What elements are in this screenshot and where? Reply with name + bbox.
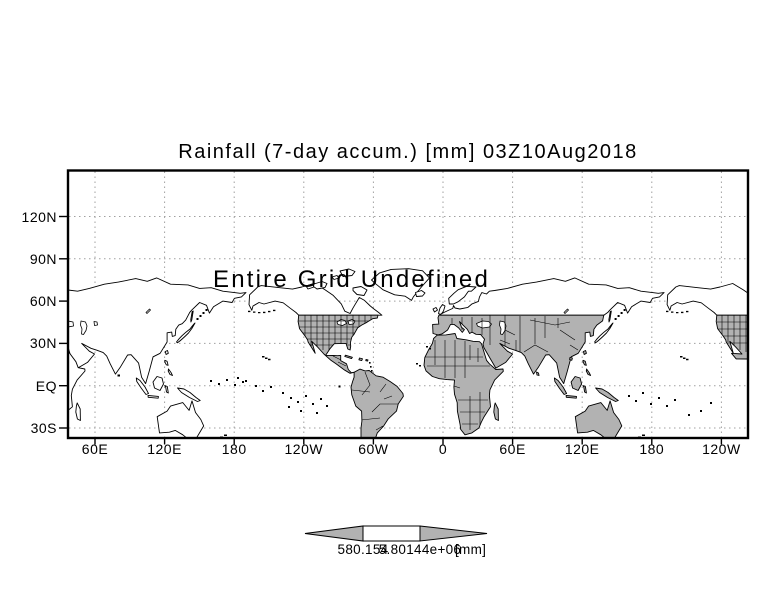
continent-eurasia-upper	[438, 277, 665, 316]
continent-north-america-upper	[248, 283, 383, 316]
island-sumatra-left	[135, 377, 149, 395]
continent-north-america-upper-right	[666, 283, 747, 316]
island-taiwan-left	[164, 350, 169, 355]
lake-caspian-left	[80, 320, 88, 335]
island-madagascar-left	[75, 402, 81, 421]
region-south-america-gray	[350, 368, 404, 437]
lon-label-8: 120E	[564, 441, 600, 457]
island-java	[565, 395, 577, 399]
lon-label-9: 180	[639, 441, 665, 457]
island-iceland	[415, 290, 426, 297]
colorbar-left-arrow	[304, 525, 364, 542]
colorbar-units-label: [mm]	[455, 542, 487, 557]
island-borneo	[570, 376, 583, 391]
continent-asia-left	[69, 277, 247, 385]
sea-black-left-partial	[69, 320, 74, 328]
lon-label-10: 120W	[702, 441, 741, 457]
lon-label-6: 0	[438, 441, 448, 457]
lon-label-4: 120W	[284, 441, 324, 457]
ocean-island-specks	[117, 309, 712, 437]
lon-label-1: 60E	[81, 441, 109, 457]
lat-label-30s: 30S	[30, 420, 57, 436]
island-hainan	[569, 357, 573, 361]
island-java-left	[147, 395, 159, 399]
lake-aral-left	[93, 321, 98, 326]
islands-philippines-left	[164, 359, 173, 376]
lon-label-7: 60E	[499, 441, 526, 457]
island-madagascar	[493, 402, 499, 421]
island-borneo-left	[152, 376, 164, 391]
lake-baikal-left	[145, 308, 151, 314]
island-japan	[594, 322, 614, 344]
lon-label-3: 180	[221, 441, 247, 457]
lake-baikal	[563, 308, 569, 314]
coastline-land	[69, 268, 747, 437]
island-sulawesi-left	[164, 385, 169, 394]
lat-label-60n: 60N	[29, 293, 57, 310]
lat-label-90n: 90N	[29, 250, 57, 267]
lon-label-5: 60W	[358, 441, 389, 457]
island-sakhalin	[608, 310, 612, 323]
sea-black	[476, 320, 492, 329]
islands-philippines	[582, 359, 592, 376]
continent-australia-gray	[574, 400, 623, 437]
island-hispaniola	[358, 357, 363, 362]
lat-label-120n: 120N	[21, 208, 57, 225]
colorbar	[304, 525, 488, 542]
island-japan-left	[176, 322, 196, 344]
map-frame	[66, 169, 750, 440]
peninsula-scandinavia	[448, 285, 477, 305]
lat-label-eq: EQ	[35, 377, 57, 394]
islands-canadian-arctic	[305, 268, 368, 296]
undefined-grid-message: Entire Grid Undefined	[213, 266, 490, 293]
island-sumatra	[553, 377, 568, 395]
lon-label-2: 120E	[147, 441, 182, 457]
colorbar-swatch	[362, 525, 421, 542]
island-taiwan	[582, 350, 587, 355]
island-sulawesi	[582, 385, 587, 394]
island-puerto-rico	[365, 359, 369, 362]
island-sri-lanka	[536, 371, 540, 376]
colorbar-right-arrow	[419, 525, 488, 542]
continent-africa-left-partial	[69, 351, 86, 411]
colorbar-min-label: 580.154	[337, 542, 389, 557]
island-new-guinea	[595, 387, 619, 402]
island-sakhalin-left	[190, 310, 194, 323]
plot-title: Rainfall (7-day accum.) [mm] 03Z10Aug201…	[178, 141, 638, 163]
island-new-guinea-left	[177, 387, 201, 402]
island-cuba	[344, 354, 353, 360]
colorbar-max-label: 5.80144e+06	[378, 542, 462, 557]
axis-ticks	[59, 215, 723, 445]
continent-australia-left	[156, 400, 205, 437]
lat-label-30n: 30N	[29, 335, 57, 352]
land-shading	[297, 308, 747, 437]
